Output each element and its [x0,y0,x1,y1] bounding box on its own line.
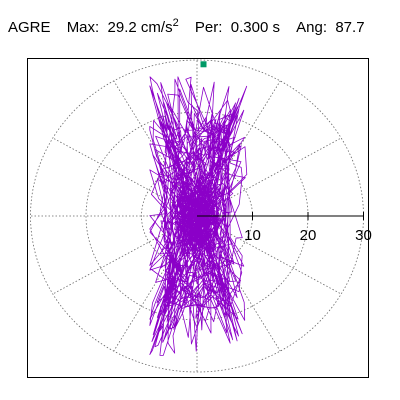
max-label: Max: [66,19,100,36]
max-marker [200,61,207,68]
grid-spoke-150 [52,137,198,217]
period-value: 0.300 s [230,19,280,36]
orbit-path [149,76,248,356]
period-label: Per: [194,19,223,36]
orbit-trace [149,76,248,356]
grid-spoke-330 [196,215,342,295]
grid-spoke-30 [196,137,342,217]
plot-header: AGRE Max: 29.2 cm/s2 Per: 0.300 s Ang: 8… [8,17,365,36]
orbit-core [174,174,223,257]
radial-axis: 10 20 30 [197,212,372,244]
max-marker-group [200,61,207,68]
max-unit-exponent: 2 [172,17,179,29]
angle-value: 87.7 [335,19,365,36]
plot-frame [27,58,369,378]
max-unit: cm/s [140,19,173,36]
radial-tick-label-10: 10 [244,227,261,244]
station-code: AGRE [8,19,51,36]
radial-tick-label-20: 20 [300,227,317,244]
max-value: 29.2 [107,19,137,36]
grid-spoke-210 [52,215,198,295]
angle-label: Ang: [296,19,327,36]
radial-tick-label-30: 30 [355,227,372,244]
